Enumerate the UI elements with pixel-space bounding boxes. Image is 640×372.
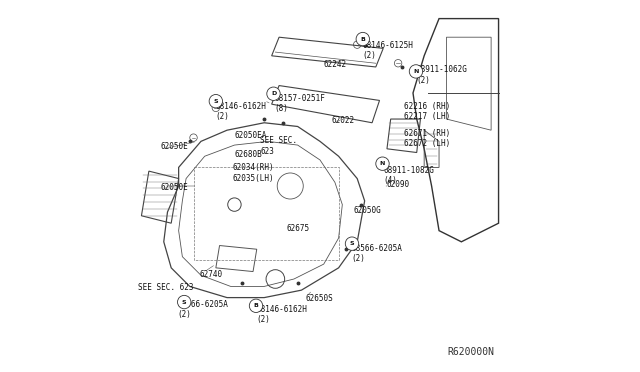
Text: 62671 (RH)
62672 (LH): 62671 (RH) 62672 (LH)	[404, 129, 450, 148]
Text: 62680B: 62680B	[234, 150, 262, 159]
Text: 62050E: 62050E	[160, 183, 188, 192]
Text: S: S	[214, 99, 218, 104]
Text: 62090: 62090	[387, 180, 410, 189]
Text: 62216 (RH)
62217 (LH): 62216 (RH) 62217 (LH)	[404, 102, 450, 121]
Text: B: B	[253, 303, 259, 308]
Text: 62050G: 62050G	[353, 206, 381, 215]
Text: 62740: 62740	[199, 270, 222, 279]
Text: 08566-6205A
(2): 08566-6205A (2)	[177, 300, 228, 319]
Text: 08157-0251F
(8): 08157-0251F (8)	[275, 94, 326, 113]
Text: N: N	[413, 69, 419, 74]
Circle shape	[376, 157, 389, 170]
Text: 62022: 62022	[331, 116, 355, 125]
Text: D: D	[271, 91, 276, 96]
Text: S: S	[182, 299, 186, 305]
Text: SEE SEC.
623: SEE SEC. 623	[260, 137, 298, 156]
Text: 62650S: 62650S	[305, 294, 333, 303]
Text: N: N	[380, 161, 385, 166]
Text: B: B	[360, 36, 365, 42]
Text: 08146-6162H
(2): 08146-6162H (2)	[216, 102, 267, 121]
Text: 08146-6162H
(2): 08146-6162H (2)	[256, 305, 307, 324]
Circle shape	[209, 94, 223, 108]
Text: 62050EA: 62050EA	[234, 131, 267, 140]
Text: 08911-1082G
(4): 08911-1082G (4)	[383, 166, 434, 185]
Circle shape	[250, 299, 262, 312]
Text: 08911-1062G
(2): 08911-1062G (2)	[417, 65, 468, 85]
Text: 62675: 62675	[287, 224, 310, 233]
Circle shape	[410, 65, 422, 78]
Circle shape	[346, 237, 358, 250]
Text: 62242: 62242	[324, 60, 347, 69]
Text: SEE SEC. 623: SEE SEC. 623	[138, 283, 193, 292]
Text: R620000N: R620000N	[448, 347, 495, 357]
Text: 62050E: 62050E	[160, 142, 188, 151]
Text: 62034(RH)
62035(LH): 62034(RH) 62035(LH)	[232, 163, 274, 183]
Text: S: S	[349, 241, 355, 246]
Text: 08146-6125H
(2): 08146-6125H (2)	[363, 41, 413, 60]
Circle shape	[177, 295, 191, 309]
Circle shape	[356, 32, 369, 46]
Text: 08566-6205A
(2): 08566-6205A (2)	[351, 244, 403, 263]
Circle shape	[267, 87, 280, 100]
